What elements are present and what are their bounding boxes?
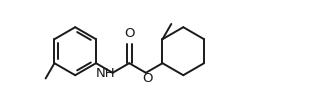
Text: O: O [124, 27, 134, 40]
Text: O: O [142, 72, 153, 85]
Text: NH: NH [96, 67, 116, 80]
